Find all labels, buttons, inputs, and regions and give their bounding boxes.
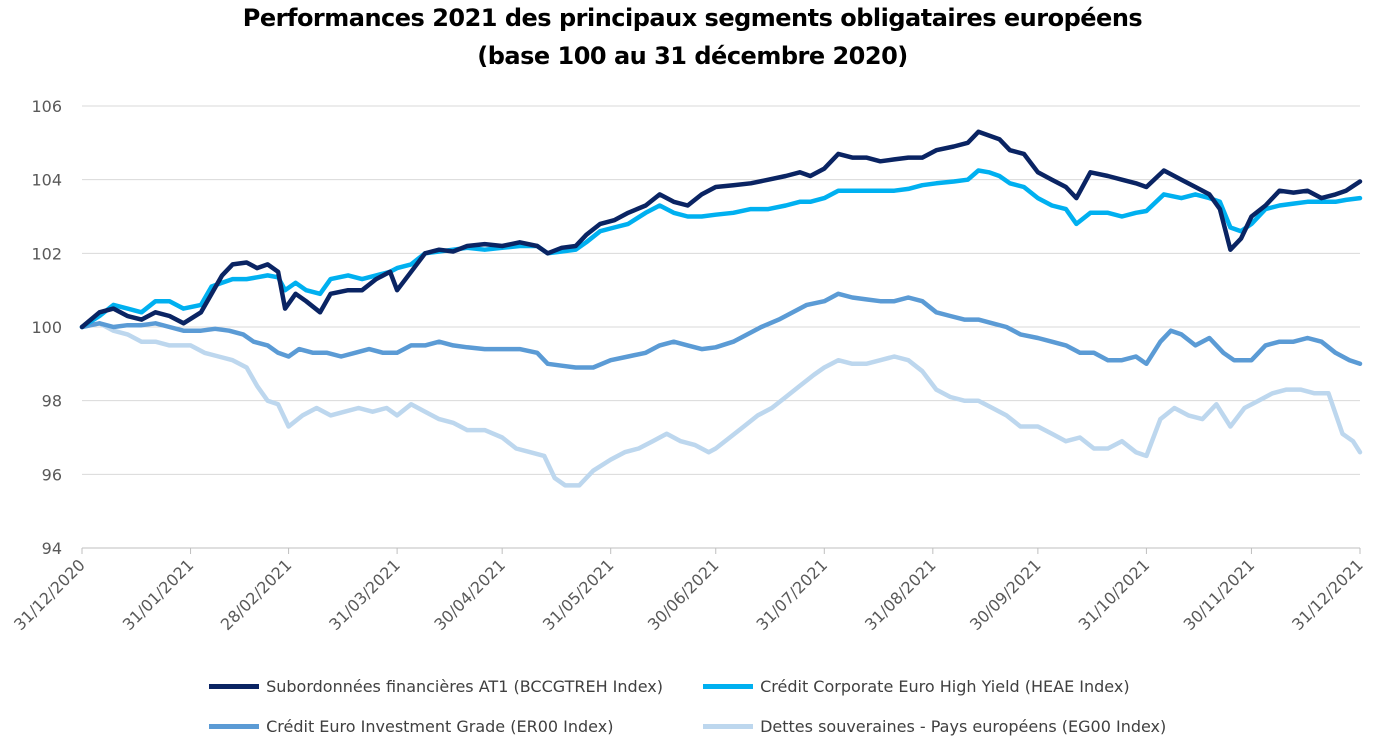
legend-swatch-at1 [209,684,259,689]
legend-label-sovereign: Dettes souveraines - Pays européens (EG0… [760,717,1167,736]
x-tick-label: 31/08/2021 [861,555,940,634]
y-axis-ticks: 94 96 98 100 102 104 106 [31,97,62,558]
chart-title: Performances 2021 des principaux segment… [242,4,1143,32]
y-tick-label: 96 [42,465,62,484]
y-tick-label: 102 [31,244,62,263]
y-tick-label: 100 [31,318,62,337]
series-line-1 [79,168,1363,330]
x-tick-label: 30/11/2021 [1180,555,1259,634]
legend-swatch-high-yield [703,684,753,689]
legend-item-investment-grade: Crédit Euro Investment Grade (ER00 Index… [209,716,613,736]
legend-swatch-sovereign [703,724,753,729]
x-tick-label: 31/05/2021 [539,555,618,634]
series-line-0 [79,129,1363,330]
x-tick-label: 28/02/2021 [217,555,296,634]
x-tick-label: 31/01/2021 [119,555,198,634]
y-tick-label: 104 [31,171,62,190]
legend-label-high-yield: Crédit Corporate Euro High Yield (HEAE I… [760,677,1130,696]
legend-item-sovereign: Dettes souveraines - Pays européens (EG0… [703,716,1166,736]
gridlines [82,105,1360,475]
x-tick-label: 31/12/2020 [10,555,89,634]
x-tick-label: 30/04/2021 [430,555,509,634]
y-tick-label: 106 [31,97,62,116]
legend-label-investment-grade: Crédit Euro Investment Grade (ER00 Index… [266,717,614,736]
x-tick-label: 31/12/2021 [1288,555,1367,634]
y-tick-label: 94 [42,539,62,558]
y-tick-label: 98 [42,392,62,411]
legend-item-high-yield: Crédit Corporate Euro High Yield (HEAE I… [703,676,1130,696]
x-tick-label: 30/09/2021 [966,555,1045,634]
series-line-3 [79,321,1363,488]
x-tick-label: 30/06/2021 [644,555,723,634]
legend-label-at1: Subordonnées financières AT1 (BCCGTREH I… [266,677,663,696]
series-lines [79,129,1363,488]
chart-subtitle: (base 100 au 31 décembre 2020) [477,42,908,70]
legend-swatch-investment-grade [209,724,259,729]
x-tick-label: 31/07/2021 [752,555,831,634]
x-axis: 31/12/2020 31/01/2021 28/02/2021 31/03/2021… [10,547,1367,634]
series-line-2 [79,291,1363,370]
legend-item-at1: Subordonnées financières AT1 (BCCGTREH I… [209,676,663,696]
x-tick-label: 31/10/2021 [1075,555,1154,634]
x-tick-label: 31/03/2021 [325,555,404,634]
